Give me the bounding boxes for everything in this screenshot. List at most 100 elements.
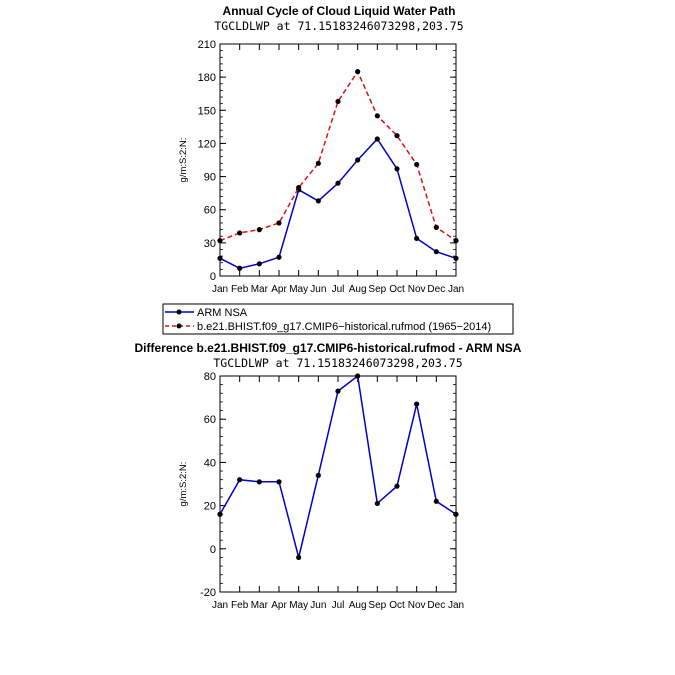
legend-box: [162, 303, 514, 335]
y-tick-label: 60: [204, 414, 216, 426]
x-tick-label: Apr: [271, 284, 287, 295]
y-tick-label: 20: [204, 501, 216, 513]
series-0-point: [374, 500, 380, 507]
y-tick-label: 60: [204, 205, 216, 217]
series-line-0: [219, 374, 457, 558]
x-tick-label: May: [289, 284, 308, 295]
legend: ARM NSA b.e21.BHIST.f09_g17.CMIP6−histor…: [162, 303, 514, 335]
x-tick-label: Jan: [212, 284, 228, 295]
series-1-point: [394, 133, 400, 139]
chart2-plot-frame: [219, 375, 457, 593]
chart2-series: [217, 373, 459, 561]
series-0-point: [453, 511, 459, 517]
series-0-point: [217, 255, 223, 261]
chart1-subtitle: TGCLDLWP at 71.15183246073298,203.75: [214, 19, 463, 33]
series-1-point: [414, 161, 420, 168]
series-1-point: [256, 227, 262, 233]
series-0-point: [433, 498, 439, 504]
x-tick-label: Jun: [310, 600, 326, 611]
chart1-series: [217, 69, 459, 271]
x-tick-label: Feb: [231, 600, 249, 611]
series-1-point: [237, 230, 243, 236]
series-0-point: [276, 479, 282, 485]
y-tick-label: 90: [204, 172, 216, 184]
x-tick-label: Jul: [332, 600, 345, 611]
series-1-point: [217, 238, 223, 244]
series-0-point: [276, 254, 282, 260]
x-tick-label: Feb: [231, 284, 249, 295]
series-0-point: [335, 388, 341, 394]
legend-arm-marker: [176, 309, 182, 315]
series-1-point: [433, 224, 439, 230]
series-0-point: [355, 373, 361, 379]
x-tick-label: Dec: [427, 284, 445, 295]
x-tick-label: Oct: [389, 284, 405, 295]
y-tick-label: 0: [210, 271, 216, 283]
x-tick-label: Aug: [349, 284, 367, 295]
y-tick-label: 210: [198, 39, 216, 51]
series-line-0: [219, 137, 457, 270]
x-tick-label: Jan: [448, 284, 464, 295]
y-tick-label: -20: [200, 587, 216, 599]
series-0-point: [296, 554, 302, 561]
legend-arm-label: ARM NSA: [197, 307, 248, 319]
y-tick-label: 30: [204, 238, 216, 250]
series-0-point: [237, 477, 243, 483]
series-1-point: [374, 113, 380, 119]
series-0-point: [237, 265, 243, 271]
x-tick-label: Jun: [310, 284, 326, 295]
chart2-ylabel: g/m:S:2:N:: [178, 462, 189, 507]
y-tick-label: 0: [210, 544, 216, 556]
series-line-1: [219, 70, 457, 242]
series-0-point: [315, 198, 321, 204]
series-0-point: [335, 180, 341, 186]
x-tick-label: Mar: [251, 284, 269, 295]
series-0-point: [315, 472, 321, 478]
x-tick-label: Sep: [368, 600, 386, 611]
series-0-point: [217, 511, 223, 517]
series-1-point: [296, 185, 302, 191]
chart2-subtitle: TGCLDLWP at 71.15183246073298,203.75: [213, 356, 462, 370]
x-tick-label: Jan: [448, 600, 464, 611]
x-tick-label: Jul: [332, 284, 345, 295]
x-tick-label: Jan: [212, 600, 228, 611]
series-1-point: [276, 220, 282, 226]
series-0-point: [414, 401, 420, 407]
chart2-title: Difference b.e21.BHIST.f09_g17.CMIP6-his…: [135, 341, 522, 355]
y-tick-label: 150: [198, 105, 216, 117]
chart1-title: Annual Cycle of Cloud Liquid Water Path: [223, 4, 456, 18]
series-0-point: [394, 166, 400, 172]
y-tick-label: 180: [198, 72, 216, 84]
y-tick-label: 40: [204, 457, 216, 469]
difference-chart: Difference b.e21.BHIST.f09_g17.CMIP6-his…: [135, 341, 522, 611]
x-tick-label: Mar: [251, 600, 269, 611]
legend-model-marker: [176, 323, 182, 329]
annual-cycle-chart: Annual Cycle of Cloud Liquid Water Path …: [178, 4, 464, 295]
series-0-point: [433, 249, 439, 255]
x-tick-label: Aug: [349, 600, 367, 611]
x-tick-label: Dec: [427, 600, 445, 611]
series-1-point: [355, 69, 361, 75]
y-tick-label: 80: [204, 371, 216, 383]
y-tick-label: 120: [198, 138, 216, 150]
series-0-point: [394, 483, 400, 489]
chart1-ylabel: g/m:S:2:N:: [178, 138, 189, 183]
legend-model-label: b.e21.BHIST.f09_g17.CMIP6−historical.ruf…: [197, 321, 491, 333]
x-tick-label: Sep: [368, 284, 386, 295]
x-tick-label: Apr: [271, 600, 287, 611]
series-1-point: [335, 98, 341, 105]
x-tick-label: Oct: [389, 600, 405, 611]
x-tick-label: Nov: [408, 600, 426, 611]
x-tick-label: May: [289, 600, 308, 611]
series-0-point: [374, 136, 380, 142]
series-0-point: [355, 157, 361, 163]
x-tick-label: Nov: [408, 284, 426, 295]
series-1-point: [453, 238, 459, 244]
series-0-point: [453, 255, 459, 261]
series-0-point: [256, 261, 262, 267]
series-0-point: [256, 479, 262, 485]
series-0-point: [414, 235, 420, 242]
